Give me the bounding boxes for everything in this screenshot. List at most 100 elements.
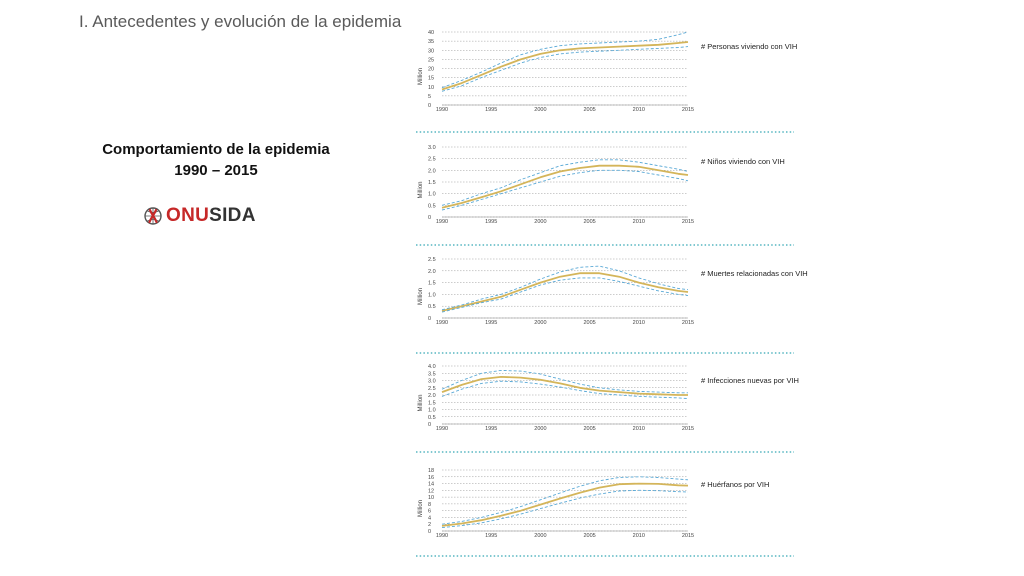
y-tick-label: 15 — [428, 76, 434, 82]
y-tick-label: 1.5 — [428, 180, 436, 186]
x-tick-label: 2010 — [633, 320, 645, 326]
y-tick-label: 2.0 — [428, 393, 436, 399]
logo-text-suffix: SIDA — [209, 205, 256, 226]
y-tick-label: 16 — [428, 475, 434, 481]
series-line-upper — [441, 31, 689, 89]
x-tick-label: 1990 — [436, 320, 448, 326]
x-tick-label: 1995 — [485, 533, 497, 539]
x-tick-label: 1990 — [436, 533, 448, 539]
y-tick-label: 10 — [428, 85, 434, 91]
main-heading: Comportamiento de la epidemia 1990 – 201… — [66, 139, 366, 181]
chart-panel: 0 0.5 1.0 1.5 2.0 2.5 3.0 1990 1995 2000 2005 2010 2… — [416, 145, 794, 246]
x-tick-label: 2015 — [682, 320, 694, 326]
y-tick-label: 8 — [428, 502, 431, 508]
y-tick-label: 0 — [428, 529, 431, 535]
y-tick-label: 14 — [428, 482, 434, 488]
y-tick-label: 2.5 — [428, 386, 436, 392]
y-tick-label: 5 — [428, 94, 431, 100]
y-tick-label: 6 — [428, 509, 431, 515]
y-tick-label: 4 — [428, 515, 431, 521]
y-tick-label: 0 — [428, 103, 431, 109]
x-tick-label: 2000 — [534, 107, 546, 113]
series-line-lower — [441, 380, 689, 400]
y-tick-label: 2.0 — [428, 168, 436, 174]
series-line-lower — [441, 489, 689, 529]
x-tick-label: 1990 — [436, 426, 448, 432]
series-line-estimate — [441, 41, 689, 91]
x-tick-label: 2015 — [682, 219, 694, 225]
y-tick-label: 0 — [428, 422, 431, 428]
y-tick-label: 3.0 — [428, 379, 436, 385]
x-tick-label: 1990 — [436, 219, 448, 225]
y-tick-label: 3.5 — [428, 371, 436, 377]
heading-line-1: Comportamiento de la epidemia — [102, 141, 330, 158]
x-tick-label: 2000 — [534, 533, 546, 539]
chart-label: # Niños viviendo con VIH — [701, 157, 785, 166]
y-tick-label: 1.0 — [428, 292, 436, 298]
y-axis-label: Million — [418, 394, 424, 411]
x-tick-label: 2010 — [633, 533, 645, 539]
y-tick-label: 18 — [428, 468, 434, 474]
chart-label: # Huérfanos por VIH — [701, 480, 769, 489]
y-tick-label: 4.0 — [428, 364, 436, 370]
y-tick-label: 30 — [428, 48, 434, 54]
y-tick-label: 35 — [428, 39, 434, 45]
y-tick-label: 20 — [428, 67, 434, 73]
chart-label: # Infecciones nuevas por VIH — [701, 376, 799, 385]
y-tick-label: 25 — [428, 57, 434, 63]
y-tick-label: 40 — [428, 30, 434, 36]
y-axis-label: Million — [418, 288, 424, 305]
chart-panel: 00.51.0 1.52.02.53.0 3.54.0 1990 1995 2000 200… — [416, 364, 799, 453]
y-tick-label: 2.0 — [428, 269, 436, 275]
x-tick-label: 2015 — [682, 533, 694, 539]
y-tick-label: 10 — [428, 495, 434, 501]
chart-label: # Muertes relacionadas con VIH — [701, 269, 808, 278]
series-line-lower — [441, 277, 689, 313]
series-line-upper — [441, 369, 688, 394]
series-line-upper — [441, 159, 689, 206]
onusida-logo: ONUSIDA — [142, 205, 256, 227]
y-axis-label: Million — [418, 181, 424, 198]
y-tick-label: 0.5 — [428, 304, 436, 310]
x-tick-label: 2000 — [534, 219, 546, 225]
y-axis-label: Million — [418, 68, 424, 85]
chart-label: # Personas viviendo con VIH — [701, 42, 797, 51]
logo-wordmark: ONUSIDA — [166, 205, 256, 227]
y-tick-label: 0.5 — [428, 203, 436, 209]
x-tick-label: 2005 — [583, 320, 595, 326]
y-tick-label: 2.5 — [428, 257, 436, 263]
y-axis-label: Million — [418, 500, 424, 517]
x-tick-label: 2005 — [583, 426, 595, 432]
series-line-upper — [441, 476, 689, 525]
series-line-upper — [441, 265, 689, 311]
x-tick-label: 1990 — [436, 107, 448, 113]
x-tick-label: 2005 — [583, 107, 595, 113]
heading-line-2: 1990 – 2015 — [174, 162, 258, 179]
series-line-estimate — [441, 164, 689, 209]
series-line-estimate — [441, 375, 688, 396]
y-tick-label: 0 — [428, 316, 431, 322]
x-tick-label: 2015 — [682, 426, 694, 432]
y-tick-label: 1.0 — [428, 408, 436, 414]
x-tick-label: 2000 — [534, 320, 546, 326]
y-tick-label: 3.0 — [428, 145, 436, 151]
y-tick-label: 1.5 — [428, 281, 436, 287]
x-tick-label: 1995 — [485, 219, 497, 225]
y-tick-label: 0 — [428, 215, 431, 221]
series-line-estimate — [441, 482, 689, 527]
x-tick-label: 2000 — [534, 426, 546, 432]
x-tick-label: 2005 — [583, 219, 595, 225]
x-tick-label: 2010 — [633, 219, 645, 225]
y-tick-label: 12 — [428, 488, 434, 494]
x-tick-label: 2010 — [633, 426, 645, 432]
x-tick-label: 1995 — [485, 426, 497, 432]
x-tick-label: 2010 — [633, 107, 645, 113]
x-tick-label: 2005 — [583, 533, 595, 539]
slide-title: I. Antecedentes y evolución de la epidem… — [79, 12, 402, 31]
chart-panel: 0 5 10 15 20 25 30 35 40 1990 1995 2000 2005 2010 2015… — [416, 30, 797, 133]
y-tick-label: 2 — [428, 522, 431, 528]
series-line-lower — [441, 169, 689, 211]
y-tick-label: 0.5 — [428, 415, 436, 421]
